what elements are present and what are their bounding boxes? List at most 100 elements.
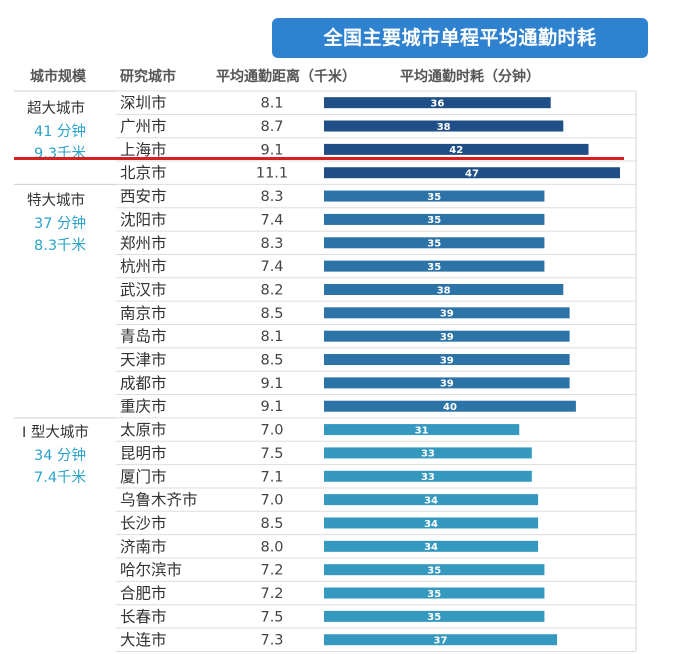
bar — [324, 167, 620, 179]
header-distance: 平均通勤距离（千米） — [216, 69, 356, 85]
bar — [324, 634, 558, 646]
distance-value: 7.2 — [260, 586, 283, 602]
group-distance-large: 8.3千米 — [34, 238, 87, 254]
bar — [324, 97, 551, 109]
bar-value-label: 42 — [449, 145, 463, 156]
distance-value: 8.3 — [260, 189, 283, 205]
city-label: 青岛市 — [120, 328, 167, 346]
bar-value-label: 34 — [424, 495, 438, 506]
bar — [324, 120, 564, 132]
bar-value-label: 33 — [421, 472, 435, 483]
bar-value-label: 39 — [440, 379, 454, 390]
group-time-large: 37 分钟 — [34, 216, 87, 232]
distance-value: 8.5 — [260, 516, 283, 532]
city-label: 长春市 — [120, 608, 167, 626]
city-label: 哈尔滨市 — [120, 561, 182, 579]
distance-value: 8.1 — [260, 329, 283, 345]
bar-value-label: 36 — [430, 98, 444, 109]
group-label-type1: I 型大城市 — [22, 425, 89, 441]
group-time-type1: 34 分钟 — [34, 448, 87, 464]
distance-value: 7.5 — [260, 609, 283, 625]
bar-value-label: 35 — [427, 239, 441, 250]
distance-value: 7.4 — [260, 212, 283, 228]
bar — [324, 213, 545, 225]
bar — [324, 470, 532, 482]
distance-value: 8.3 — [260, 236, 283, 252]
bar — [324, 564, 545, 576]
header-city-scale: 城市规模 — [30, 69, 86, 85]
city-label: 合肥市 — [120, 585, 167, 603]
bar-value-label: 35 — [427, 192, 441, 203]
distance-value: 7.1 — [260, 469, 283, 485]
bar — [324, 587, 545, 599]
distance-value: 8.1 — [260, 96, 283, 112]
bar-value-label: 33 — [421, 449, 435, 460]
city-label: 乌鲁木齐市 — [120, 491, 198, 509]
distance-value: 8.7 — [260, 119, 283, 135]
city-label: 南京市 — [120, 304, 167, 322]
bar-value-label: 35 — [427, 215, 441, 226]
bar-value-label: 35 — [427, 262, 441, 273]
bar — [324, 517, 539, 529]
bar-value-label: 34 — [424, 519, 438, 530]
distance-value: 8.5 — [260, 306, 283, 322]
bar — [324, 330, 570, 342]
group-time-super: 41 分钟 — [34, 124, 87, 140]
city-label: 郑州市 — [120, 234, 167, 252]
bar-value-label: 31 — [415, 425, 429, 436]
city-label: 长沙市 — [120, 514, 167, 532]
bar-value-label: 37 — [434, 636, 448, 647]
bar-value-label: 35 — [427, 589, 441, 600]
header-city: 研究城市 — [120, 69, 176, 85]
bar-value-label: 34 — [424, 542, 438, 553]
bar-value-label: 35 — [427, 565, 441, 576]
bar-value-label: 39 — [440, 355, 454, 366]
distance-value: 7.4 — [260, 259, 283, 275]
city-label: 太原市 — [120, 421, 167, 439]
distance-value: 9.1 — [260, 142, 283, 158]
city-label: 厦门市 — [120, 468, 167, 486]
header-time: 平均通勤时耗（分钟） — [400, 69, 540, 85]
city-label: 深圳市 — [120, 94, 167, 112]
distance-value: 7.3 — [260, 633, 283, 649]
bar — [324, 377, 570, 389]
distance-value: 8.2 — [260, 282, 283, 298]
group-label-large: 特大城市 — [27, 193, 85, 209]
bar — [324, 610, 545, 622]
city-label: 西安市 — [120, 188, 167, 206]
bar-value-label: 38 — [437, 285, 451, 296]
bar — [324, 540, 539, 552]
distance-value: 7.5 — [260, 446, 283, 462]
city-label: 重庆市 — [120, 398, 167, 416]
city-label: 天津市 — [120, 351, 167, 369]
distance-value: 7.0 — [260, 493, 283, 509]
city-label: 广州市 — [120, 118, 167, 136]
city-label: 武汉市 — [120, 281, 167, 299]
distance-value: 8.5 — [260, 353, 283, 369]
chart-title: 全国主要城市单程平均通勤时耗 — [272, 18, 648, 58]
bar — [324, 447, 532, 459]
bar — [324, 494, 539, 506]
bar — [324, 190, 545, 202]
city-label: 成都市 — [120, 374, 167, 392]
distance-value: 9.1 — [260, 376, 283, 392]
bar-value-label: 35 — [427, 612, 441, 623]
city-label: 北京市 — [120, 164, 167, 182]
city-label: 上海市 — [120, 141, 167, 159]
city-label: 昆明市 — [120, 444, 167, 462]
city-label: 沈阳市 — [120, 211, 167, 229]
bar — [324, 237, 545, 249]
bar — [324, 283, 564, 295]
bar — [324, 307, 570, 319]
bar-value-label: 39 — [440, 332, 454, 343]
highlight-red-line — [14, 157, 624, 160]
bar — [324, 400, 576, 412]
bar-value-label: 47 — [465, 169, 479, 180]
city-label: 杭州市 — [120, 258, 167, 276]
bar-value-label: 38 — [437, 122, 451, 133]
distance-value: 7.2 — [260, 563, 283, 579]
bar-value-label: 40 — [443, 402, 457, 413]
bar — [324, 424, 520, 436]
group-distance-type1: 7.4千米 — [34, 470, 87, 486]
